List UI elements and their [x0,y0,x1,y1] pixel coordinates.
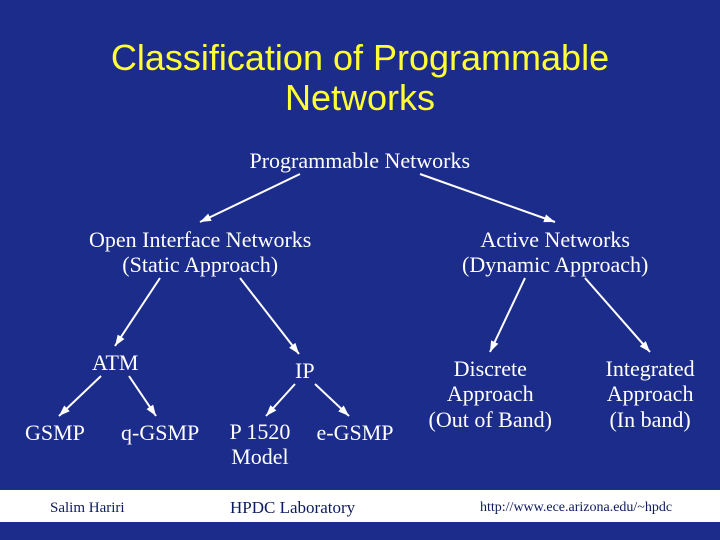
node-qgsmp: q-GSMP [121,420,199,445]
node-gsmp: GSMP [25,420,85,445]
node-discrete: Discrete Approach (Out of Band) [429,356,552,432]
footer-author: Salim Hariri [50,500,125,517]
slide: Classification of Programmable Networks … [0,0,720,540]
slide-title: Classification of Programmable Networks [0,38,720,117]
node-atm: ATM [92,350,138,375]
node-p1520: P 1520 Model [230,419,291,470]
footer-url: http://www.ece.arizona.edu/~hpdc [480,500,672,516]
node-integrated: Integrated Approach (In band) [606,356,695,432]
footer-lab: HPDC Laboratory [230,498,355,518]
node-egsmp: e-GSMP [317,420,394,445]
node-root: Programmable Networks [250,148,471,173]
node-ip: IP [295,358,315,383]
node-active: Active Networks (Dynamic Approach) [462,227,648,278]
node-open: Open Interface Networks (Static Approach… [89,227,311,278]
